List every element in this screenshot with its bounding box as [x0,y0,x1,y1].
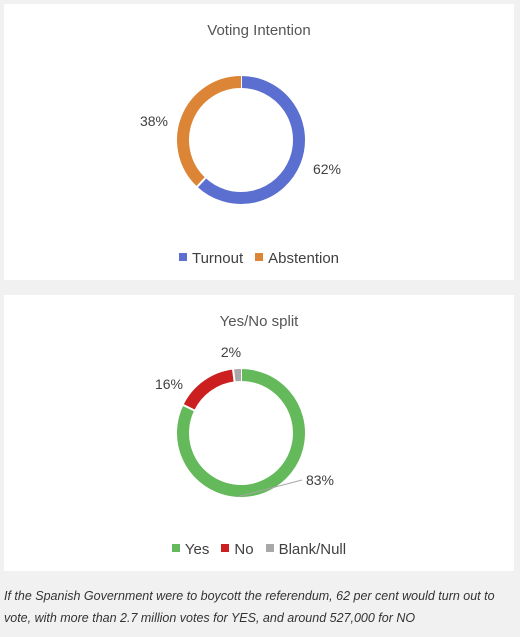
yes-no-split-panel: Yes/No split 83% 16% 2% Yes No Blank/Null [4,295,514,571]
legend-label: Turnout [191,250,244,267]
legend-item: Turnout [178,250,244,267]
data-label: 62% [313,161,341,177]
legend-swatch [171,544,180,552]
data-label: 16% [155,376,183,392]
data-label: 83% [306,472,334,488]
legend-label: Abstention [268,250,340,267]
slice-separator [195,176,207,189]
legend-swatch [178,253,187,261]
donut-slice-turnout [197,76,305,204]
legend-item: No [221,541,254,558]
slice-separator [231,368,236,383]
data-label: 2% [221,344,241,360]
voting-intention-donut: 62% 38% [140,75,341,204]
legend-label: Blank/Null [278,541,347,558]
legend-item: Blank/Null [265,541,347,558]
slice-separator [182,403,196,412]
legend-swatch [265,544,274,552]
chart-legend: Turnout Abstention [4,250,514,267]
chart-legend: Yes No Blank/Null [4,541,514,558]
legend-swatch [255,253,264,261]
legend-label: No [234,541,254,558]
donut-slice-yes [177,369,305,497]
figure-caption: If the Spanish Government were to boycot… [4,589,495,625]
legend-swatch [221,544,230,552]
voting-intention-panel: Voting Intention 62% 38% Turnout Abstentio… [4,4,514,280]
legend-label: Yes [184,541,210,558]
chart-title: Voting Intention [207,22,311,39]
donut-slice-abstention [177,76,242,187]
leader-line [237,479,303,498]
donut-slice-no [183,369,235,411]
data-label: 38% [140,113,168,129]
legend-item: Abstention [255,250,339,267]
chart-title: Yes/No split [219,313,299,330]
yes-no-split-donut: 83% 16% 2% [155,344,334,498]
legend-item: Yes [171,541,210,558]
